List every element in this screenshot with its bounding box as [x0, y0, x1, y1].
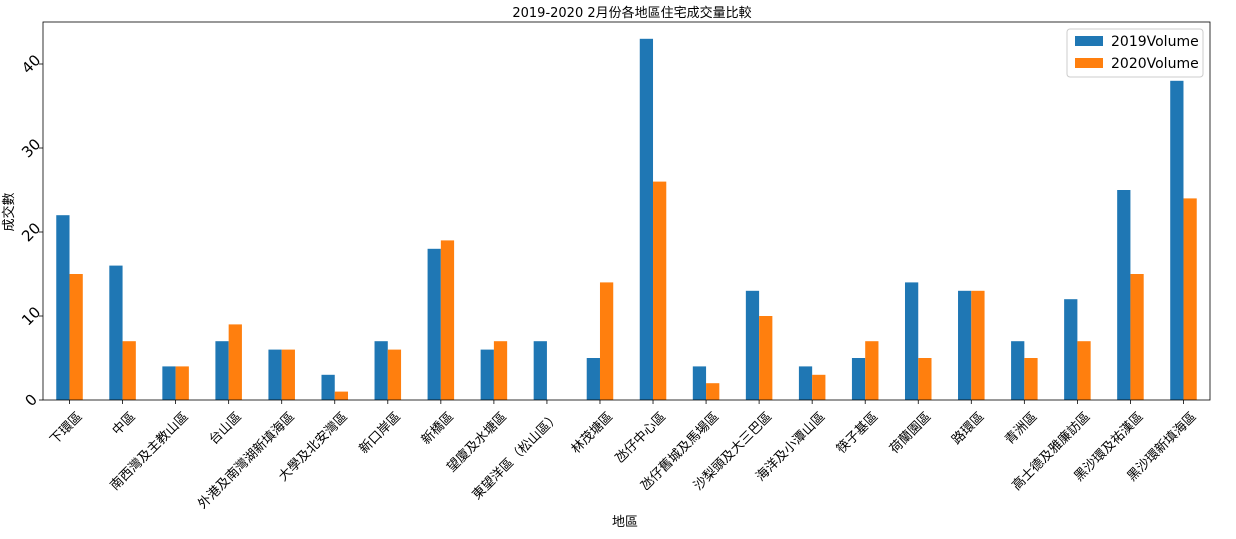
legend-label-2019: 2019Volume	[1111, 34, 1199, 50]
x-tick-label: 筷子基區	[833, 409, 881, 457]
chart-title: 2019-2020 2月份各地區住宅成交量比較	[512, 5, 751, 21]
x-tick-label: 台山區	[207, 410, 245, 448]
legend-swatch-2019	[1075, 36, 1103, 46]
bar-2019-4	[268, 349, 282, 400]
y-tick-label: 10	[18, 303, 44, 329]
x-tick-label: 外港及南灣湖新填海區	[195, 409, 298, 512]
bar-2019-21	[1170, 80, 1184, 401]
x-tick-label: 中區	[110, 410, 139, 439]
bar-2019-17	[958, 290, 972, 400]
bar-2019-3	[215, 341, 229, 400]
bar-2020-2	[175, 366, 189, 400]
bar-2019-6	[374, 341, 388, 400]
bar-2020-0	[69, 274, 83, 400]
bar-2020-18	[1024, 358, 1038, 400]
y-axis-label: 成交數	[1, 192, 17, 231]
bar-2019-16	[904, 282, 919, 400]
bar-2020-11	[653, 181, 667, 400]
bar-2020-12	[706, 383, 720, 400]
bar-2020-20	[1130, 274, 1144, 400]
bar-2019-18	[1011, 341, 1025, 400]
bar-2020-16	[918, 358, 932, 400]
bar-2020-15	[865, 341, 879, 400]
bar-2019-14	[798, 366, 813, 400]
bar-2020-17	[971, 290, 985, 400]
x-tick-label: 東望洋區（松山區）	[469, 409, 563, 503]
bar-2020-14	[812, 374, 826, 400]
bar-2019-15	[851, 358, 866, 400]
bar-2019-10	[586, 358, 600, 400]
bar-2019-7	[427, 248, 441, 400]
bar-2020-4	[281, 349, 295, 400]
bars-group	[56, 38, 1197, 401]
x-tick-label: 荷蘭園區	[886, 409, 934, 457]
bar-2019-19	[1064, 299, 1078, 400]
y-tick-label: 30	[18, 135, 44, 161]
bar-2019-1	[109, 265, 123, 400]
bar-2019-2	[162, 366, 176, 400]
bar-2019-5	[321, 374, 335, 400]
bar-2020-10	[599, 282, 614, 400]
bar-2019-9	[533, 341, 547, 400]
x-tick-label: 路環區	[949, 409, 988, 448]
legend-label-2020: 2020Volume	[1111, 56, 1199, 72]
bar-2019-20	[1117, 190, 1131, 400]
bar-2020-1	[122, 341, 136, 400]
bar-2019-8	[480, 349, 494, 400]
x-tick-label: 新橋區	[418, 409, 457, 448]
bar-2020-3	[228, 324, 242, 400]
bar-2019-11	[639, 38, 654, 401]
bar-2019-0	[56, 215, 70, 400]
bar-2019-12	[692, 366, 707, 400]
x-tick-label: 青洲區	[1002, 410, 1040, 448]
x-tick-label: 下環區	[48, 410, 86, 448]
y-tick-label: 20	[18, 219, 44, 245]
x-axis-label: 地區	[612, 515, 638, 530]
bar-2020-5	[334, 391, 349, 400]
x-tick-label: 新口岸區	[356, 409, 404, 457]
y-tick-label: 40	[18, 51, 44, 77]
bar-2020-13	[759, 316, 773, 400]
bar-2020-6	[387, 349, 402, 400]
x-tick-label: 林茂塘區	[568, 409, 616, 457]
x-tick-label: 氹仔中心區	[613, 410, 670, 467]
bar-2020-8	[493, 341, 508, 400]
bar-2020-19	[1077, 341, 1091, 400]
legend-swatch-2020	[1075, 58, 1103, 68]
plot-frame	[42, 21, 1211, 401]
bar-2020-7	[440, 240, 455, 400]
legend: 2019Volume 2020Volume	[1066, 28, 1204, 78]
y-tick-label: 0	[21, 390, 40, 409]
bar-2020-21	[1183, 198, 1197, 400]
bar-2019-13	[745, 290, 760, 400]
